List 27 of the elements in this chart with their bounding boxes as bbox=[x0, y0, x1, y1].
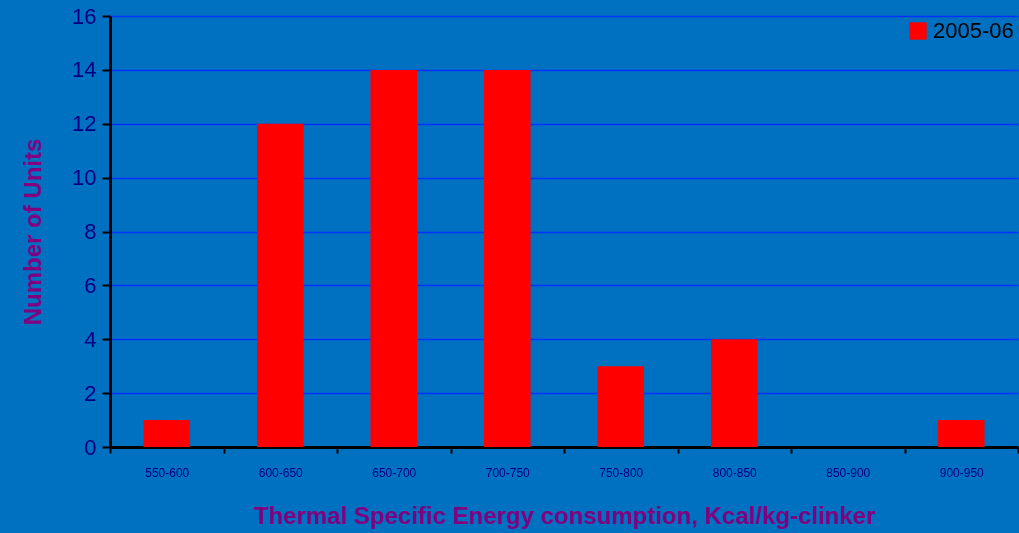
y-tick-label: 0 bbox=[84, 434, 97, 460]
x-tick-label: 850-900 bbox=[826, 465, 871, 480]
x-tick-label: 750-800 bbox=[599, 465, 644, 480]
y-tick-label: 2 bbox=[84, 380, 97, 406]
legend-label: 2005-06 bbox=[933, 18, 1014, 43]
y-tick-label: 8 bbox=[84, 219, 97, 244]
y-tick-label: 16 bbox=[72, 3, 97, 29]
bar bbox=[256, 123, 304, 447]
bar bbox=[143, 420, 191, 447]
x-tick-label: 700-750 bbox=[485, 465, 531, 480]
x-tick-label: 800-850 bbox=[712, 465, 758, 480]
bar bbox=[483, 69, 531, 447]
bar bbox=[370, 69, 418, 447]
y-tick-label: 4 bbox=[84, 326, 97, 352]
bar bbox=[597, 366, 645, 447]
x-tick-label: 550-600 bbox=[145, 465, 190, 480]
bar bbox=[937, 420, 985, 447]
x-axis-title: Thermal Specific Energy consumption, Kcal/kg-clinker bbox=[253, 501, 876, 529]
x-tick-label: 650-700 bbox=[372, 465, 417, 480]
y-tick-label: 14 bbox=[72, 57, 97, 83]
y-tick-label: 12 bbox=[72, 111, 97, 137]
y-tick-label: 6 bbox=[84, 272, 97, 298]
y-axis-title: Number of Units bbox=[19, 138, 47, 326]
bar bbox=[710, 339, 758, 447]
x-tick-label: 900-950 bbox=[939, 465, 985, 480]
x-tick-label: 600-650 bbox=[258, 465, 304, 480]
y-tick-label: 10 bbox=[72, 165, 97, 191]
